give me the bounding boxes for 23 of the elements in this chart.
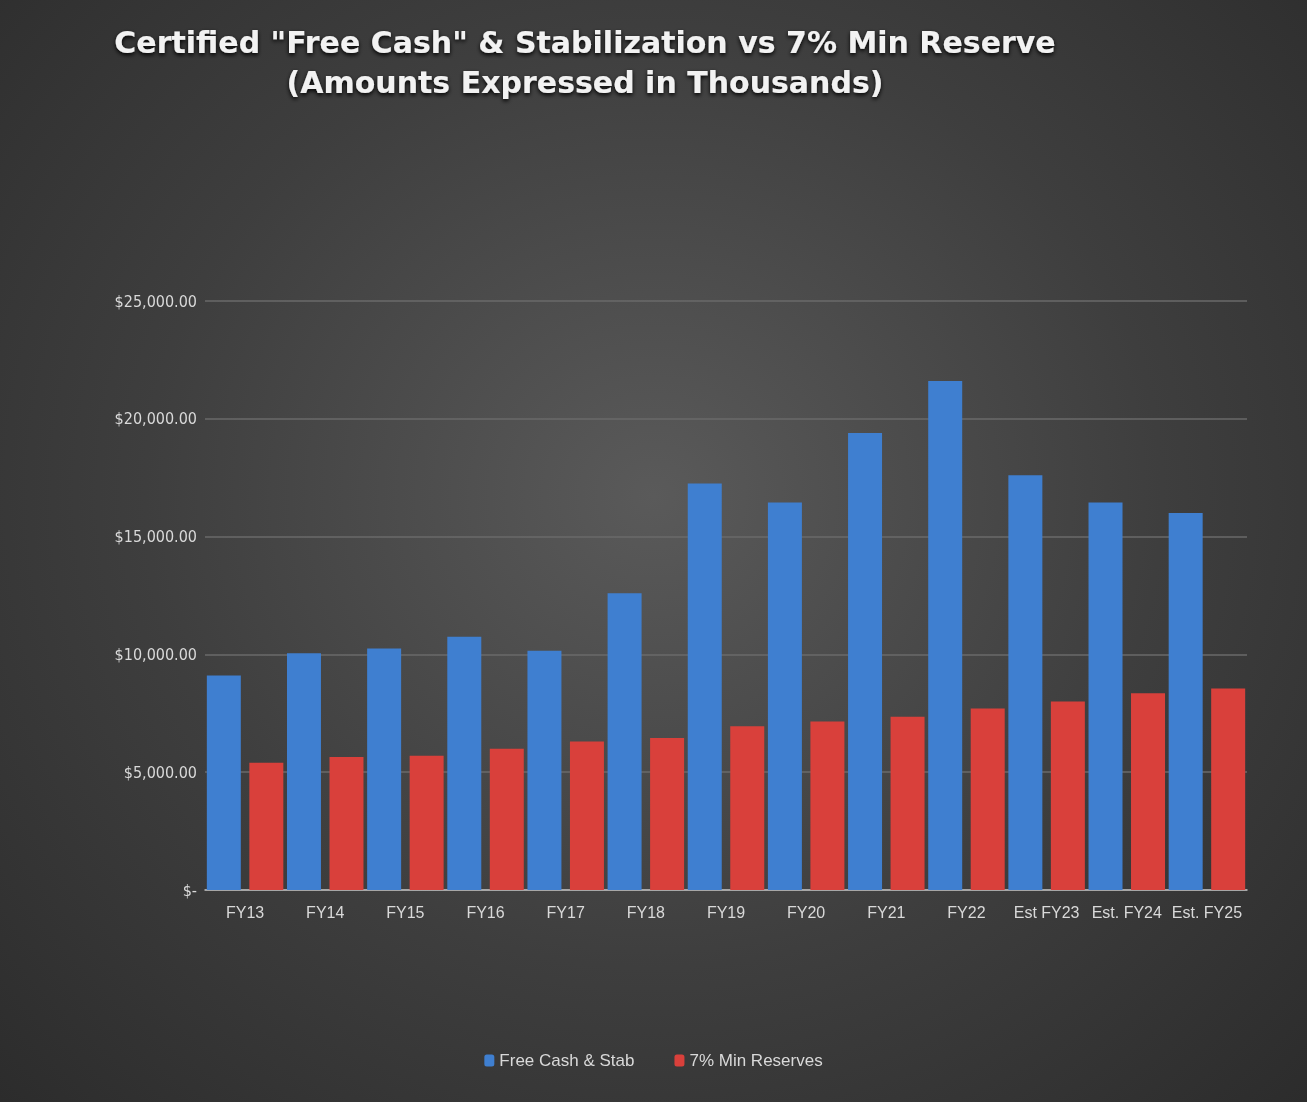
- x-tick-label: FY20: [787, 903, 826, 921]
- chart-title: Certified "Free Cash" & Stabilization vs 7% Min Reserve: [114, 24, 1056, 60]
- x-tick-label: FY18: [626, 903, 666, 921]
- legend-label: 7% Min Reserves: [689, 1051, 823, 1070]
- chart-subtitle: (Amounts Expressed in Thousands): [286, 64, 884, 100]
- x-tick-label: FY15: [386, 903, 425, 921]
- x-tick-label: Est. FY24: [1091, 903, 1162, 921]
- y-tick-label: $25,000.00: [114, 291, 197, 311]
- legend-label: Free Cash & Stab: [499, 1051, 635, 1070]
- x-tick-label: FY13: [225, 903, 265, 921]
- x-tick-label: Est FY23: [1013, 903, 1080, 921]
- y-tick-label: $15,000.00: [114, 527, 197, 547]
- x-tick-label: FY14: [306, 903, 345, 921]
- x-tick-label: FY17: [546, 903, 585, 921]
- x-tick-label: FY21: [867, 903, 906, 921]
- y-tick-label: $-: [182, 880, 197, 900]
- x-tick-label: FY22: [947, 903, 986, 921]
- y-tick-label: $20,000.00: [114, 409, 197, 429]
- y-tick-label: $5,000.00: [123, 762, 197, 782]
- x-tick-label: FY19: [706, 903, 746, 921]
- y-tick-label: $10,000.00: [114, 644, 197, 664]
- x-tick-label: FY16: [466, 903, 505, 921]
- x-tick-label: Est. FY25: [1171, 903, 1243, 921]
